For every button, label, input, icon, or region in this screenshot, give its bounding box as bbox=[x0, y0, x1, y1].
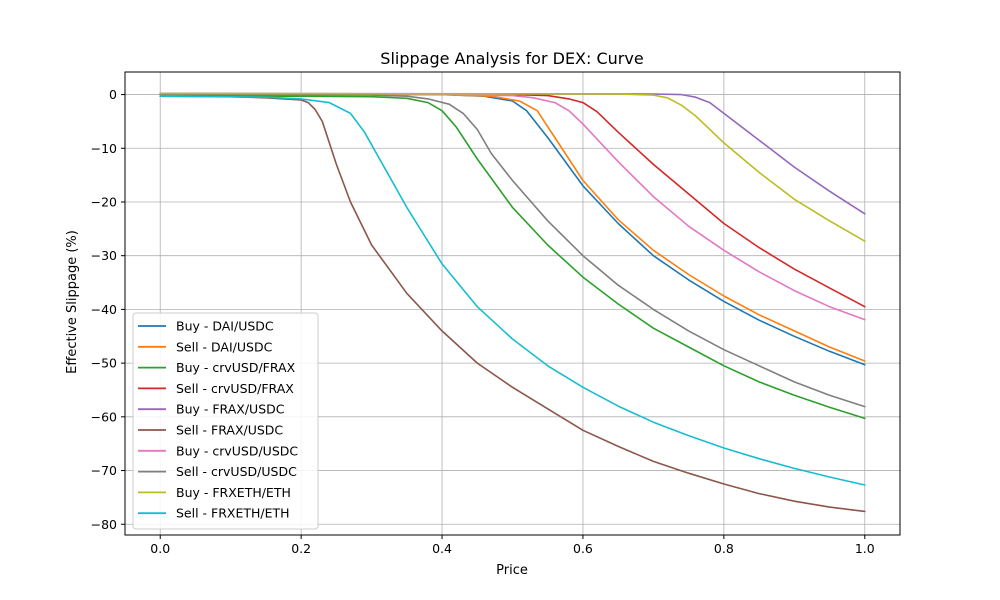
legend-label: Sell - FRXETH/ETH bbox=[176, 506, 290, 521]
series-line-3 bbox=[159, 93, 866, 308]
y-axis-label: Effective Slippage (%) bbox=[65, 230, 80, 374]
y-tick-label: −70 bbox=[91, 463, 117, 478]
legend-label: Buy - crvUSD/USDC bbox=[176, 443, 298, 458]
legend-label: Sell - DAI/USDC bbox=[176, 339, 273, 354]
legend-label: Sell - crvUSD/FRAX bbox=[176, 381, 294, 396]
x-tick-label: 0.0 bbox=[150, 541, 170, 556]
legend-label: Buy - crvUSD/FRAX bbox=[176, 360, 296, 375]
x-tick-label: 0.6 bbox=[573, 541, 593, 556]
x-tick-label: 0.4 bbox=[432, 541, 452, 556]
series-line-7 bbox=[159, 93, 866, 408]
x-tick-label: 1.0 bbox=[855, 541, 875, 556]
x-tick-label: 0.8 bbox=[714, 541, 734, 556]
y-tick-label: −10 bbox=[91, 141, 117, 156]
legend-label: Buy - FRXETH/ETH bbox=[176, 485, 291, 500]
legend-label: Buy - DAI/USDC bbox=[176, 319, 274, 334]
chart-title: Slippage Analysis for DEX: Curve bbox=[380, 49, 643, 68]
legend: Buy - DAI/USDC Sell - DAI/USDC Buy - crvUS… bbox=[132, 312, 319, 530]
axis-ticks: 0.0 0.2 0.4 0.6 0.8 1.0 0 −10 −20 −30 −40 −50 −60 −70… bbox=[91, 87, 875, 556]
y-tick-label: −30 bbox=[91, 248, 117, 263]
x-tick-label: 0.2 bbox=[291, 541, 311, 556]
x-axis-label: Price bbox=[496, 563, 528, 578]
legend-box bbox=[132, 312, 319, 530]
series-lines bbox=[159, 92, 866, 513]
series-line-9 bbox=[159, 95, 866, 486]
series-line-4 bbox=[159, 92, 866, 215]
y-tick-label: −40 bbox=[91, 302, 117, 317]
y-tick-label: −20 bbox=[91, 194, 117, 209]
series-line-8 bbox=[159, 92, 866, 242]
y-tick-label: −80 bbox=[91, 517, 117, 532]
series-line-6 bbox=[159, 93, 866, 321]
legend-label: Sell - FRAX/USDC bbox=[176, 423, 283, 438]
legend-label: Sell - crvUSD/USDC bbox=[176, 464, 297, 479]
y-tick-label: −60 bbox=[91, 409, 117, 424]
y-tick-label: −50 bbox=[91, 356, 117, 371]
legend-label: Buy - FRAX/USDC bbox=[176, 402, 285, 417]
series-line-5 bbox=[159, 95, 866, 513]
y-tick-label: 0 bbox=[109, 87, 117, 102]
plot-area-frame bbox=[124, 71, 901, 536]
series-line-2 bbox=[159, 95, 866, 420]
